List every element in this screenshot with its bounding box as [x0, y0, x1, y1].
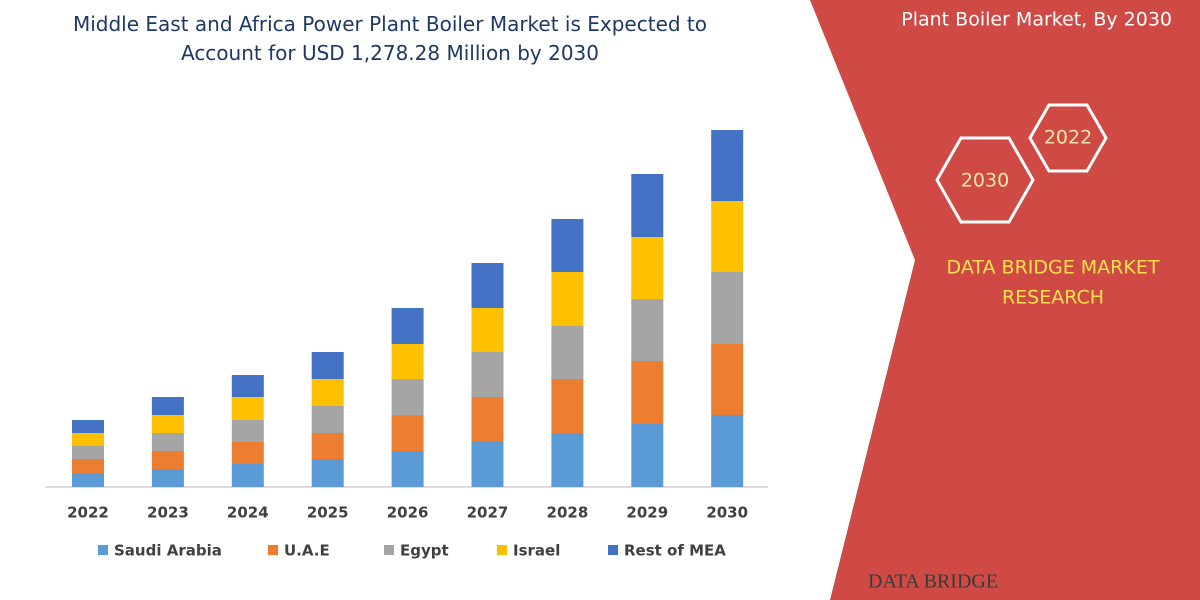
bar-segment	[551, 379, 584, 433]
legend-label: Israel	[513, 542, 560, 560]
chart-title: Middle East and Africa Power Plant Boile…	[72, 12, 708, 65]
x-tick-label: 2030	[706, 504, 748, 522]
bar-segment	[471, 441, 504, 487]
bar-segment	[311, 352, 344, 379]
bar-segment	[391, 344, 424, 379]
bar-segment	[72, 459, 104, 473]
bar-segment	[471, 263, 504, 308]
hex-label: 2022	[1044, 127, 1092, 149]
bar-segment	[72, 473, 104, 487]
bar-segment	[151, 451, 184, 469]
legend-label: Rest of MEA	[624, 542, 726, 560]
red-panel	[810, 0, 1200, 600]
bar-segment	[391, 451, 424, 487]
bar-segment	[391, 415, 424, 451]
bar-segment	[471, 397, 504, 441]
bar-segment	[551, 326, 584, 379]
legend-swatch	[384, 545, 394, 555]
bar-segment	[631, 237, 664, 299]
bar-segment	[231, 420, 264, 442]
bar-segment	[471, 352, 504, 397]
x-tick-label: 2027	[467, 504, 509, 522]
bar-segment	[391, 308, 424, 344]
legend-swatch	[608, 545, 618, 555]
x-tick-label: 2025	[307, 504, 349, 522]
bar-segment	[711, 130, 744, 201]
legend-swatch	[98, 545, 108, 555]
bar-segment	[711, 201, 744, 272]
x-tick-label: 2022	[67, 504, 109, 522]
bar-segment	[151, 415, 184, 433]
bar-segment	[231, 442, 264, 464]
bar-segment	[231, 464, 264, 487]
bar-segment	[631, 424, 664, 487]
bar-segment	[551, 272, 584, 326]
bar-segment	[151, 397, 184, 415]
bar-segment	[151, 433, 184, 451]
hexagon	[1028, 103, 1108, 173]
x-tick-label: 2029	[626, 504, 668, 522]
bar-segment	[72, 420, 104, 433]
panel-heading: Plant Boiler Market, By 2030	[901, 9, 1172, 31]
bar-segment	[711, 344, 744, 415]
bar-segment	[311, 459, 344, 487]
bar-segment	[231, 375, 264, 397]
legend-swatch	[268, 545, 278, 555]
x-tick-label: 2026	[387, 504, 429, 522]
x-tick-label: 2028	[547, 504, 589, 522]
bar-segment	[631, 361, 664, 424]
bar-segment	[311, 433, 344, 459]
bar-segment	[711, 272, 744, 344]
bar-segment	[471, 308, 504, 352]
bar-segment	[311, 406, 344, 433]
logo-text: DATA BRIDGE	[868, 571, 998, 593]
legend-swatch	[497, 545, 507, 555]
bar-segment	[391, 379, 424, 415]
bar-segment	[72, 446, 104, 459]
brand-line: DATA BRIDGE MARKET	[947, 257, 1160, 279]
x-tick-label: 2023	[147, 504, 189, 522]
bar-segment	[72, 433, 104, 446]
bar-segment	[151, 469, 184, 487]
hex-label: 2030	[961, 170, 1009, 192]
bar-segment	[551, 433, 584, 487]
bar-segment	[551, 219, 584, 272]
legend-label: U.A.E	[284, 542, 330, 560]
brand-line: RESEARCH	[1002, 287, 1104, 309]
bar-segment	[311, 379, 344, 406]
bar-segment	[631, 299, 664, 361]
legend-label: Saudi Arabia	[114, 542, 222, 560]
hexagon	[935, 136, 1035, 224]
bar-segment	[231, 397, 264, 420]
legend-label: Egypt	[400, 542, 449, 560]
bar-segment	[711, 415, 744, 487]
bar-segment	[631, 174, 664, 237]
x-tick-label: 2024	[227, 504, 269, 522]
